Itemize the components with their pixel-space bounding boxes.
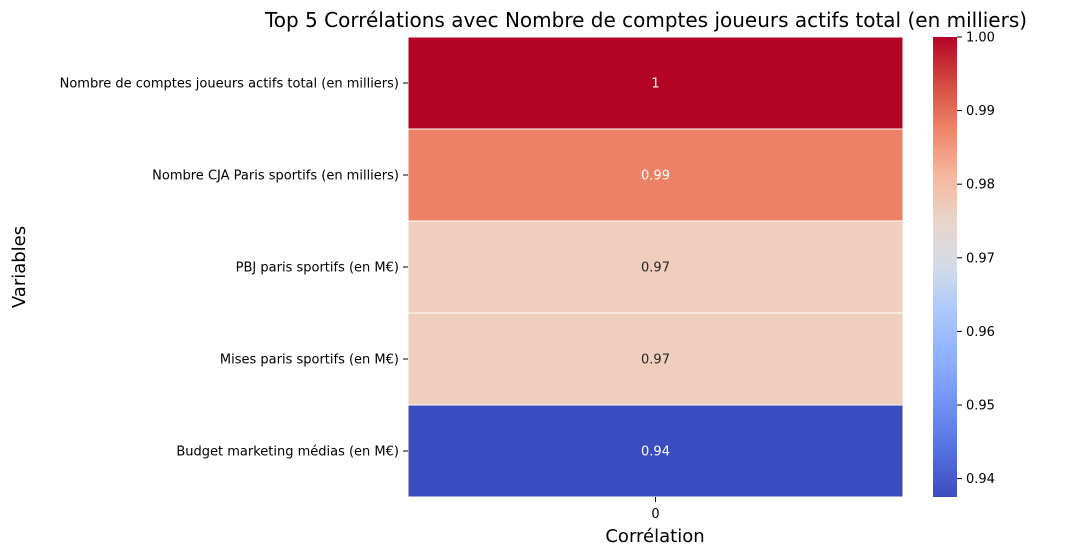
chart-title: Top 5 Corrélations avec Nombre de compte…	[264, 8, 1027, 32]
y-tick-label: Budget marketing médias (en M€)	[176, 445, 399, 460]
colorbar-tick-label: 0.98	[966, 178, 995, 193]
y-tick-label: PBJ paris sportifs (en M€)	[236, 261, 399, 276]
cell-value-label: 0.97	[641, 261, 670, 276]
x-tick-labels: 0	[651, 497, 660, 522]
colorbar-tick-label: 0.99	[966, 104, 995, 119]
cell-value-label: 1	[651, 77, 659, 92]
heatmap-cells: 1 0.99 0.97 0.97 0.94	[407, 36, 904, 498]
colorbar-tick-label: 0.95	[966, 399, 995, 414]
y-tick-labels: Nombre de comptes joueurs actifs total (…	[60, 77, 408, 460]
heatmap-cell	[407, 312, 904, 406]
colorbar-tick-label: 0.97	[966, 251, 995, 266]
x-axis-label: Corrélation	[605, 526, 704, 547]
colorbar-gradient	[933, 37, 957, 497]
y-tick-label: Nombre de comptes joueurs actifs total (…	[60, 77, 399, 92]
x-tick-label: 0	[651, 507, 659, 522]
heatmap-cell	[407, 128, 904, 222]
cell-value-label: 0.99	[641, 169, 670, 184]
y-axis-label: Variables	[9, 226, 30, 308]
colorbar-tick-label: 1.00	[966, 31, 995, 46]
colorbar-tick-label: 0.96	[966, 325, 995, 340]
heatmap-cell	[407, 220, 904, 314]
cell-value-label: 0.97	[641, 353, 670, 368]
cell-value-label: 0.94	[641, 445, 670, 460]
heatmap-cell	[407, 36, 904, 130]
heatmap-cell	[407, 404, 904, 498]
y-tick-label: Mises paris sportifs (en M€)	[220, 353, 399, 368]
colorbar: 1.00 0.99 0.98 0.97 0.96 0.95 0.94	[933, 31, 995, 497]
colorbar-tick-label: 0.94	[966, 472, 995, 487]
y-tick-label: Nombre CJA Paris sportifs (en milliers)	[152, 169, 399, 184]
